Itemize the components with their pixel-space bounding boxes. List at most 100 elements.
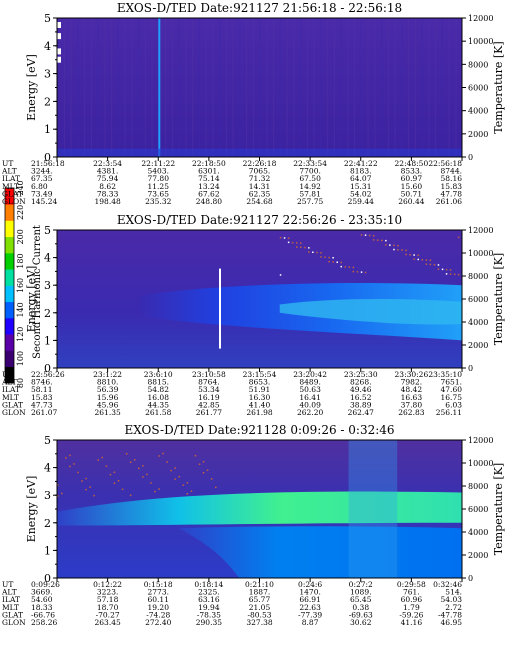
spectrogram-dot	[393, 248, 395, 251]
spectrogram-band	[57, 491, 462, 526]
spectrogram-stripe	[70, 18, 72, 157]
y2-tick-label: 4000	[468, 528, 488, 537]
row-value: 60.96	[401, 595, 423, 604]
spectrogram-dot	[215, 486, 217, 489]
row-value: 46.95	[441, 618, 463, 627]
row-value: 0:27:2	[349, 580, 373, 589]
row-value: 41.40	[249, 400, 271, 409]
spectrogram-dot	[356, 271, 359, 273]
row-value: 514.	[445, 588, 462, 597]
spectrogram-stripe	[97, 18, 99, 157]
row-name: ILAT	[2, 385, 20, 394]
spectrogram-dot	[109, 473, 112, 476]
spectrogram-dot	[85, 477, 87, 480]
row-name: GLAT	[2, 189, 23, 198]
row-value: 23:10:58	[192, 370, 226, 379]
spectrogram-dot	[133, 459, 136, 461]
spectrogram-dot	[332, 257, 334, 259]
y2-tick-label: 8000	[468, 60, 488, 69]
spectrogram-stripe	[394, 18, 396, 157]
spectrogram-dot	[202, 461, 205, 463]
colorbar-tick-label: 220	[16, 205, 25, 220]
row-value: 58.16	[441, 174, 463, 183]
row-value: 22:3:54	[93, 159, 122, 168]
row-value: 23:25:30	[344, 370, 378, 379]
row-value: -78.35	[197, 610, 221, 619]
spectrogram-dot	[170, 469, 172, 472]
row-value: 77.80	[148, 174, 170, 183]
row-value: 2.72	[445, 603, 462, 612]
row-value: 22:41:22	[344, 159, 378, 168]
spectrogram-stripe	[387, 18, 389, 157]
row-value: 73.49	[31, 189, 53, 198]
row-value: 8764.	[198, 378, 219, 387]
spectrogram-stripe	[171, 18, 173, 157]
row-value: 41.16	[401, 618, 423, 627]
row-value: 248.80	[196, 197, 222, 206]
row-value: 21.05	[249, 603, 271, 612]
spectrogram-dot	[113, 471, 116, 473]
row-value: 78.33	[97, 189, 119, 198]
row-value: 16.41	[299, 393, 320, 402]
y-tick-label: 5	[44, 224, 51, 237]
spectrogram-dot	[413, 254, 415, 256]
y2-tick-label: 2000	[468, 551, 488, 560]
y-tick-label: 0	[44, 572, 51, 585]
row-value: 3669.	[31, 588, 52, 597]
row-value: 37.80	[401, 400, 423, 409]
spectrogram-dot	[437, 268, 440, 270]
row-value: 0:24:6	[298, 580, 322, 589]
spectrogram-dot	[429, 259, 432, 261]
panel-1: EXOS-D/TED Date:921127 21:56:18 - 22:56:…	[1, 1, 505, 206]
row-value: 5403.	[148, 167, 169, 176]
spectrogram-stripe	[246, 18, 248, 157]
y2-tick-label: 6000	[468, 84, 488, 93]
spectrogram-stripe	[367, 18, 369, 157]
row-value: 0:21:10	[245, 580, 274, 589]
spectrogram-stripe	[360, 18, 362, 157]
row-value: 19.20	[148, 603, 170, 612]
panel-title: EXOS-D/TED Date:921127 22:56:26 - 23:35:…	[117, 213, 402, 227]
row-value: 8653.	[249, 378, 270, 387]
spectrogram-stripe	[421, 18, 423, 157]
row-value: 14.92	[299, 182, 321, 191]
row-value: 7651.	[441, 378, 462, 387]
row-value: 0:32:46	[433, 580, 462, 589]
row-value: 262.20	[297, 408, 323, 417]
row-value: 57.18	[97, 595, 119, 604]
spectrogram-dot	[279, 274, 282, 276]
spectrogram-dot	[158, 455, 160, 457]
row-value: 47.60	[441, 385, 463, 394]
spectrogram-dot	[97, 459, 99, 461]
spectrogram-stripe	[104, 18, 106, 157]
row-value: 0:15:18	[144, 580, 173, 589]
spectrogram-dot	[142, 476, 144, 478]
spectrogram-dot	[348, 266, 351, 268]
row-value: 290.35	[196, 618, 222, 627]
row-value: 58.11	[31, 385, 52, 394]
y-tick-label: 3	[44, 68, 51, 81]
spectrogram-stripe	[428, 18, 430, 157]
row-name: GLAT	[2, 400, 23, 409]
spectrogram-dot	[174, 467, 176, 469]
row-value: 15.83	[31, 393, 53, 402]
row-value: 60.97	[401, 174, 423, 183]
y2-tick-label: 12000	[468, 14, 493, 23]
colorbar-tick-label: 140	[16, 302, 25, 317]
spectrogram-mark	[57, 48, 61, 55]
spectrogram-stripe	[185, 18, 187, 157]
spectrogram-background	[57, 18, 462, 157]
spectrogram-stripe	[448, 18, 450, 157]
row-name: GLON	[2, 197, 26, 206]
colorbar-label: Second Harmonic Current	[32, 225, 43, 359]
spectrogram-dot	[300, 246, 302, 249]
row-name: GLON	[2, 408, 26, 417]
row-value: 15.96	[97, 393, 119, 402]
spectrogram-stripe	[165, 18, 167, 157]
row-value: 2325.	[198, 588, 219, 597]
row-value: 4381.	[97, 167, 118, 176]
spectrogram-stripe	[340, 18, 342, 157]
row-value: 8533.	[401, 167, 422, 176]
row-value: 22:18:50	[192, 159, 226, 168]
row-value: 258.26	[31, 618, 57, 627]
